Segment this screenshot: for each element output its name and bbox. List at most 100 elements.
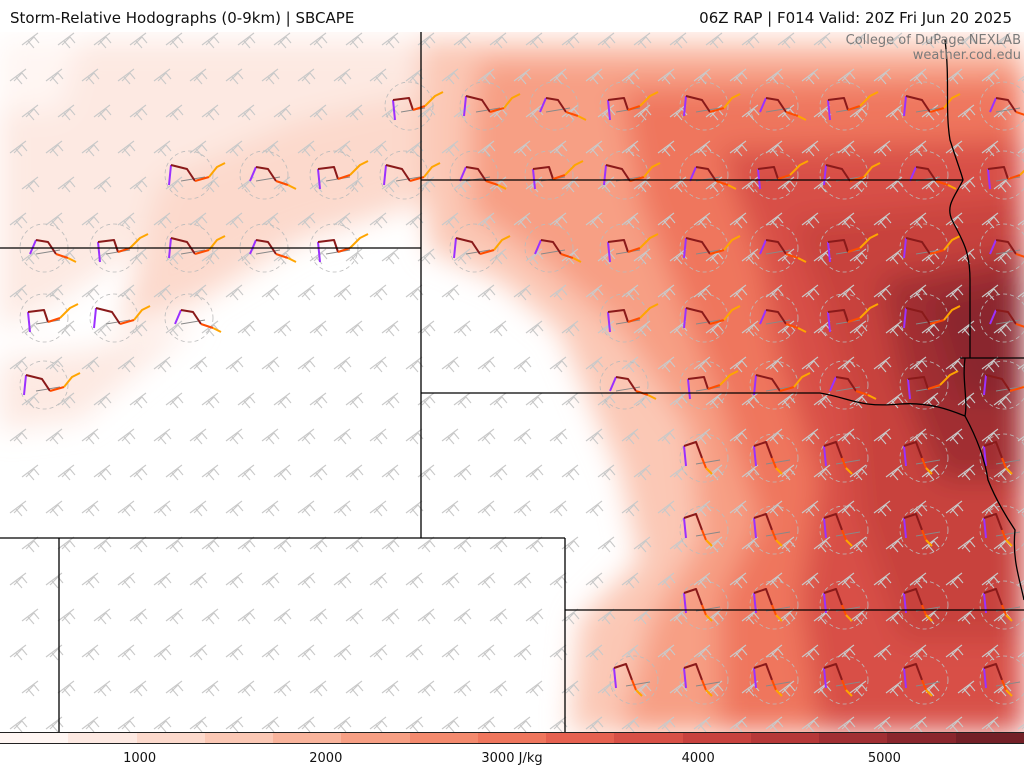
hodograph-trace [603, 164, 607, 186]
wind-barb [21, 392, 40, 409]
wind-barb [273, 392, 292, 409]
wind-barb [621, 284, 640, 301]
hodograph-trace [797, 115, 807, 121]
hodograph-trace [1009, 386, 1024, 392]
wind-barb [777, 392, 796, 409]
wind-barb [237, 320, 256, 337]
wind-barb [765, 716, 784, 732]
colorbar-segment [614, 733, 683, 743]
wind-barb [597, 176, 616, 193]
wind-barb [189, 644, 208, 661]
hodograph-trace [709, 249, 725, 255]
wind-barb [705, 536, 724, 553]
hodograph-trace [1001, 457, 1007, 469]
wind-barb [693, 140, 712, 157]
wind-barb [669, 608, 688, 625]
wind-barb [741, 320, 760, 337]
wind-barb [657, 644, 676, 661]
wind-barb [261, 644, 280, 661]
wind-barb [273, 608, 292, 625]
hodograph-ring [899, 433, 949, 483]
wind-barb [129, 176, 148, 193]
hodograph-trace [93, 307, 97, 329]
wind-barb [729, 356, 748, 373]
hodograph-trace [983, 441, 1003, 459]
hodograph-trace [63, 372, 81, 388]
hodograph-trace [577, 115, 587, 121]
wind-barb [21, 464, 40, 481]
wind-barb [93, 392, 112, 409]
wind-barb [693, 644, 712, 661]
hodograph-trace [609, 376, 617, 392]
hodograph-trace [607, 309, 629, 323]
hodograph-trace [775, 614, 783, 622]
hodograph-ring [819, 150, 869, 200]
hodograph-ring [679, 655, 729, 705]
wind-barb [93, 32, 112, 49]
hodograph-ring [679, 580, 729, 630]
hodograph-trace [789, 160, 809, 176]
wind-barb [93, 176, 112, 193]
wind-barb [765, 68, 784, 85]
wind-barb [597, 392, 616, 409]
hodograph-trace [903, 237, 907, 259]
storm-motion-vector [995, 319, 1021, 325]
wind-barb [93, 248, 112, 265]
wind-barb [297, 500, 316, 517]
hodograph-trace [753, 374, 757, 396]
wind-barb [885, 32, 904, 49]
wind-barb [993, 392, 1012, 409]
hodograph-ring [979, 293, 1024, 343]
wind-barb [345, 104, 364, 121]
wind-barb [873, 644, 892, 661]
wind-barb [849, 608, 868, 625]
wind-barb [813, 32, 832, 49]
wind-barb [561, 464, 580, 481]
map-canvas[interactable] [0, 32, 1024, 732]
colorbar-label: 5000 [867, 751, 901, 766]
storm-motion-vector [915, 531, 941, 537]
hodograph-trace [540, 239, 562, 255]
hodograph-trace [823, 667, 827, 689]
wind-barb [477, 572, 496, 589]
wind-barb [129, 464, 148, 481]
hodograph-ring [819, 655, 869, 705]
wind-barb [45, 500, 64, 517]
hodograph-trace [939, 370, 959, 386]
hodograph-trace [823, 513, 843, 531]
hodograph-trace [929, 249, 945, 255]
hodograph-ring [819, 81, 869, 131]
wind-barb [273, 320, 292, 337]
storm-motion-vector [765, 319, 791, 325]
wind-barb [1017, 723, 1024, 730]
map-panel[interactable] [0, 32, 1024, 732]
hodograph-trace [683, 667, 687, 689]
hodograph-trace [925, 614, 933, 622]
hodograph-ring [899, 223, 949, 273]
hodograph-trace [1015, 111, 1024, 116]
hodograph-trace [841, 529, 847, 541]
wind-barb [333, 212, 352, 229]
hodograph-trace [683, 588, 703, 606]
wind-barb [633, 536, 652, 553]
wind-barb [309, 680, 328, 697]
wind-barb [261, 428, 280, 445]
wind-barb [345, 248, 364, 265]
hodograph-trace [827, 241, 831, 263]
wind-barb [885, 176, 904, 193]
wind-barb [585, 428, 604, 445]
wind-barb [333, 428, 352, 445]
hodograph-trace [685, 237, 711, 255]
wind-barb [525, 392, 544, 409]
hodograph-trace [287, 257, 297, 263]
wind-barb [657, 716, 676, 732]
wind-barb [513, 428, 532, 445]
wind-barb [9, 428, 28, 445]
wind-barb [405, 716, 424, 732]
hodograph-trace [827, 99, 831, 121]
wind-barb [273, 464, 292, 481]
wind-barb [441, 68, 460, 85]
wind-barb [189, 572, 208, 589]
wind-barb [597, 680, 616, 697]
wind-barb [129, 536, 148, 553]
